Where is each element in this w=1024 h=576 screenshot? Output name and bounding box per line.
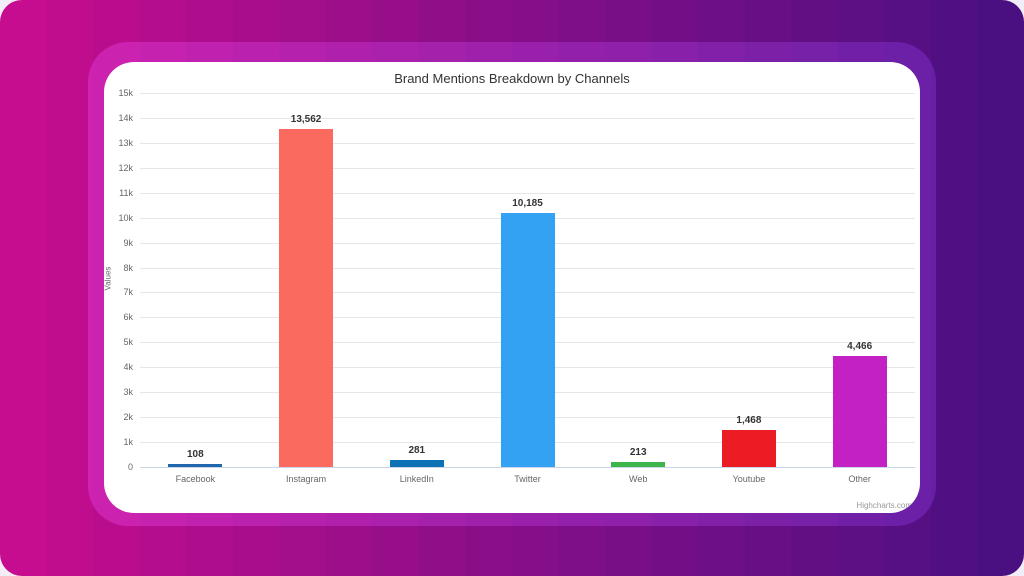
y-tick-label: 6k [123,312,133,323]
bar-value-label: 213 [629,447,647,458]
y-tick-label: 9k [123,237,133,248]
bar-other[interactable] [832,356,887,467]
x-axis-label: Other [848,474,871,484]
y-tick-label: 1k [123,437,133,448]
chart-title: Brand Mentions Breakdown by Channels [394,71,630,86]
y-tick-label: 10k [118,212,133,223]
gridline [140,192,915,194]
bar-value-label: 108 [187,449,204,460]
bar-value-label: 10,185 [512,198,543,209]
x-axis-label: Web [629,474,648,484]
bar-instagram[interactable] [279,129,334,467]
bar-value-label: 13,562 [290,114,322,125]
bar-value-label: 4,466 [847,341,873,352]
y-tick-label: 8k [123,262,133,273]
bar-twitter[interactable] [500,213,555,467]
y-tick-label: 0 [127,462,133,472]
gridline [140,142,915,144]
y-tick-label: 3k [123,387,133,398]
y-tick-label: 11k [119,187,133,198]
y-tick-label: 15k [118,88,133,98]
gridline [140,117,915,119]
y-tick-label: 5k [123,337,133,348]
bar-linkedin[interactable] [389,460,444,467]
y-tick-label: 14k [118,112,133,123]
y-tick-label: 4k [123,362,133,373]
x-axis-label: Twitter [514,474,541,484]
x-axis-label: Instagram [286,474,327,484]
gridline [140,93,915,94]
y-axis-title: Values [104,266,113,291]
gridline [140,167,915,169]
bar-value-label: 281 [408,445,426,456]
bar-facebook[interactable] [168,464,223,467]
highcharts-credit-link[interactable]: Highcharts.com [856,501,912,510]
y-tick-label: 2k [123,412,133,423]
chart-card: Brand Mentions Breakdown by Channels Val… [104,62,920,513]
y-tick-label: 7k [123,287,133,298]
x-axis-line [140,467,915,468]
bar-web[interactable] [611,462,666,467]
y-tick-label: 12k [118,162,133,173]
bar-value-label: 1,468 [736,415,762,426]
x-axis-label: Facebook [175,474,216,484]
x-axis-label: LinkedIn [399,474,434,484]
bar-youtube[interactable] [721,430,776,467]
x-axis-label: Youtube [732,474,766,484]
y-tick-label: 13k [118,137,133,148]
